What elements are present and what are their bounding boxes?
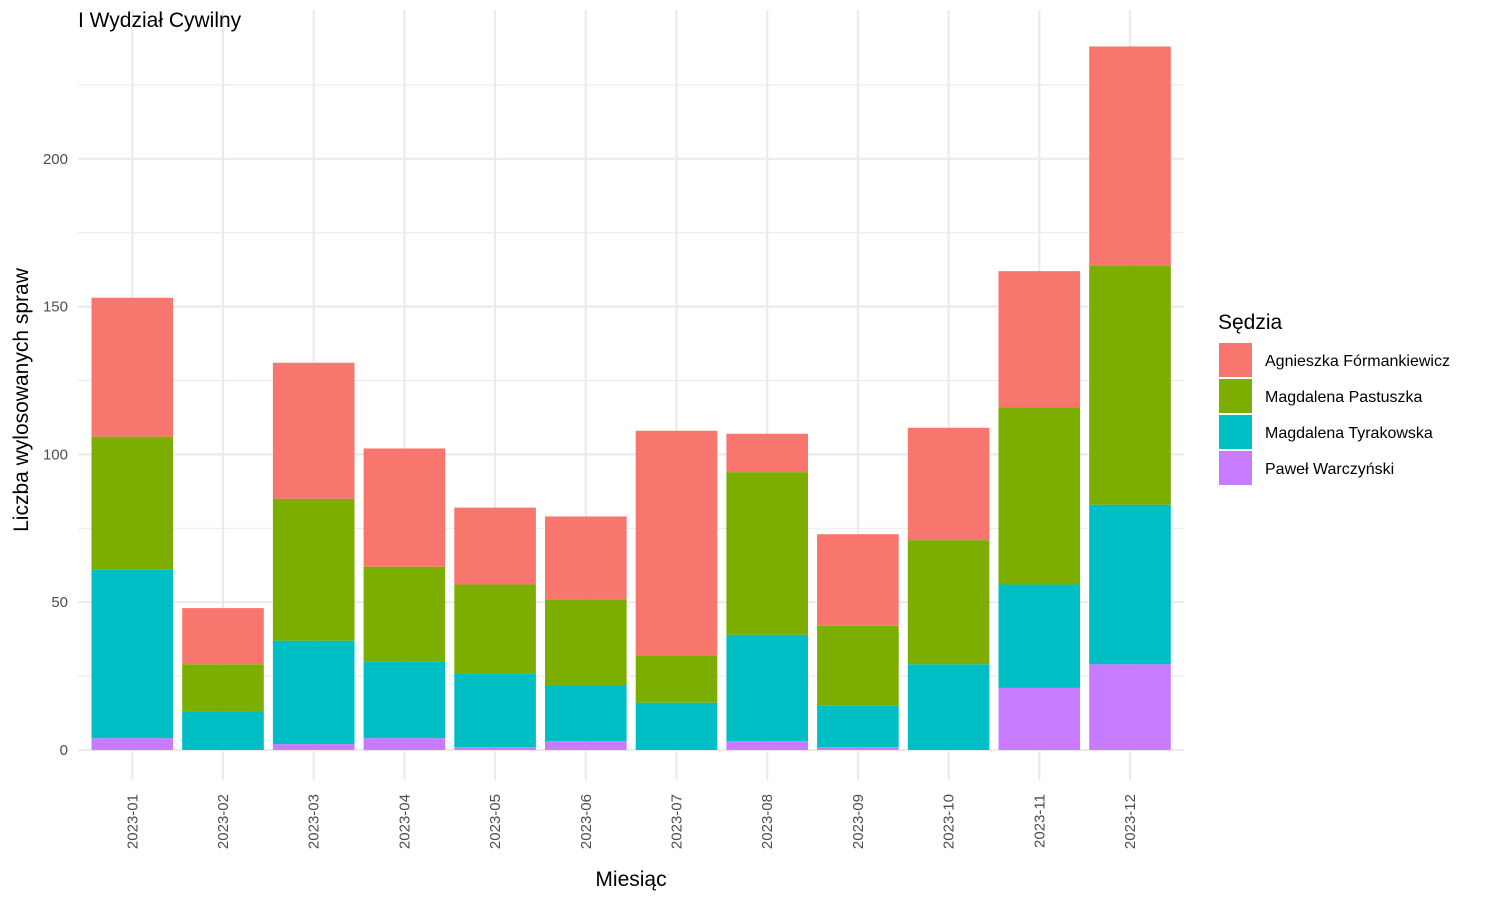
- bar-segment: [454, 507, 536, 585]
- x-tick-label: 2023-05: [487, 794, 504, 849]
- bar-segment: [635, 430, 718, 656]
- bar-segment: [998, 407, 1081, 585]
- bar-segment: [726, 472, 808, 635]
- bar-segment: [454, 747, 536, 750]
- bar-segment: [726, 741, 808, 750]
- x-tick-label: 2023-07: [669, 794, 686, 849]
- x-tick-label: 2023-10: [941, 794, 958, 849]
- y-tick-labels: 0 50 100 150 200: [43, 151, 68, 759]
- bars-group: [91, 46, 1171, 750]
- legend-swatch: [1219, 379, 1252, 413]
- legend-swatch: [1219, 451, 1252, 485]
- x-tick-label: 2023-02: [215, 794, 232, 849]
- x-tick-labels: 2023-01 2023-02 2023-03 2023-04 2023-05 2023-…: [124, 794, 1139, 849]
- bar-segment: [817, 747, 899, 750]
- bar-segment: [726, 634, 808, 742]
- bar-segment: [907, 540, 990, 665]
- y-axis-title: Liczba wylosowanych spraw: [10, 267, 33, 532]
- bar-segment: [545, 684, 627, 742]
- bar-segment: [272, 498, 355, 641]
- x-tick-label: 2023-11: [1031, 794, 1048, 848]
- x-tick-label: 2023-04: [396, 794, 413, 849]
- bar-segment: [1089, 46, 1171, 266]
- bar-segment: [91, 569, 174, 739]
- chart-title: I Wydział Cywilny: [78, 9, 242, 32]
- legend-label: Agnieszka Fórmankiewicz: [1265, 353, 1450, 370]
- x-tick-label: 2023-01: [124, 794, 141, 849]
- x-axis-title: Miesiąc: [595, 868, 666, 891]
- legend: Sędzia Agnieszka Fórmankiewicz Magdalena …: [1218, 311, 1450, 485]
- bar-segment: [635, 655, 718, 703]
- bar-segment: [363, 448, 446, 567]
- legend-swatch: [1219, 343, 1252, 377]
- bar-segment: [454, 673, 536, 748]
- bar-segment: [272, 362, 355, 499]
- bar-segment: [454, 584, 536, 674]
- bar-segment: [635, 702, 718, 750]
- bar-segment: [907, 664, 990, 750]
- legend-label: Paweł Warczyński: [1265, 461, 1394, 478]
- bar-segment: [907, 427, 990, 541]
- bar-segment: [363, 566, 446, 662]
- bar-segment: [998, 271, 1081, 408]
- legend-swatch: [1219, 415, 1252, 449]
- legend-title: Sędzia: [1218, 311, 1283, 334]
- bar-segment: [91, 436, 174, 570]
- bar-segment: [817, 534, 899, 626]
- x-tick-label: 2023-08: [759, 794, 776, 849]
- bar-segment: [545, 599, 627, 685]
- legend-label: Magdalena Pastuszka: [1265, 389, 1423, 406]
- y-tick-label: 50: [51, 594, 68, 611]
- bar-segment: [1089, 504, 1171, 665]
- bar-segment: [363, 738, 446, 750]
- y-tick-label: 0: [60, 742, 68, 759]
- bar-segment: [817, 625, 899, 706]
- bar-segment: [182, 711, 264, 750]
- y-tick-label: 100: [43, 446, 68, 463]
- y-tick-label: 200: [43, 151, 68, 168]
- bar-segment: [545, 741, 627, 750]
- bar-segment: [998, 687, 1081, 750]
- bar-segment: [545, 516, 627, 600]
- bar-segment: [363, 661, 446, 739]
- bar-segment: [91, 738, 174, 750]
- bar-segment: [817, 705, 899, 748]
- y-tick-label: 150: [43, 299, 68, 316]
- bar-segment: [1089, 664, 1171, 750]
- bar-segment: [272, 640, 355, 745]
- x-tick-label: 2023-12: [1122, 794, 1139, 849]
- bar-segment: [182, 608, 264, 665]
- bar-segment: [726, 433, 808, 473]
- bar-segment: [272, 744, 355, 750]
- bar-segment: [1089, 265, 1171, 505]
- bar-segment: [91, 297, 174, 437]
- bar-segment: [998, 584, 1081, 688]
- x-tick-label: 2023-09: [850, 794, 867, 849]
- x-tick-label: 2023-03: [306, 794, 323, 849]
- bar-segment: [182, 664, 264, 712]
- x-tick-label: 2023-06: [578, 794, 595, 849]
- legend-label: Magdalena Tyrakowska: [1265, 425, 1433, 442]
